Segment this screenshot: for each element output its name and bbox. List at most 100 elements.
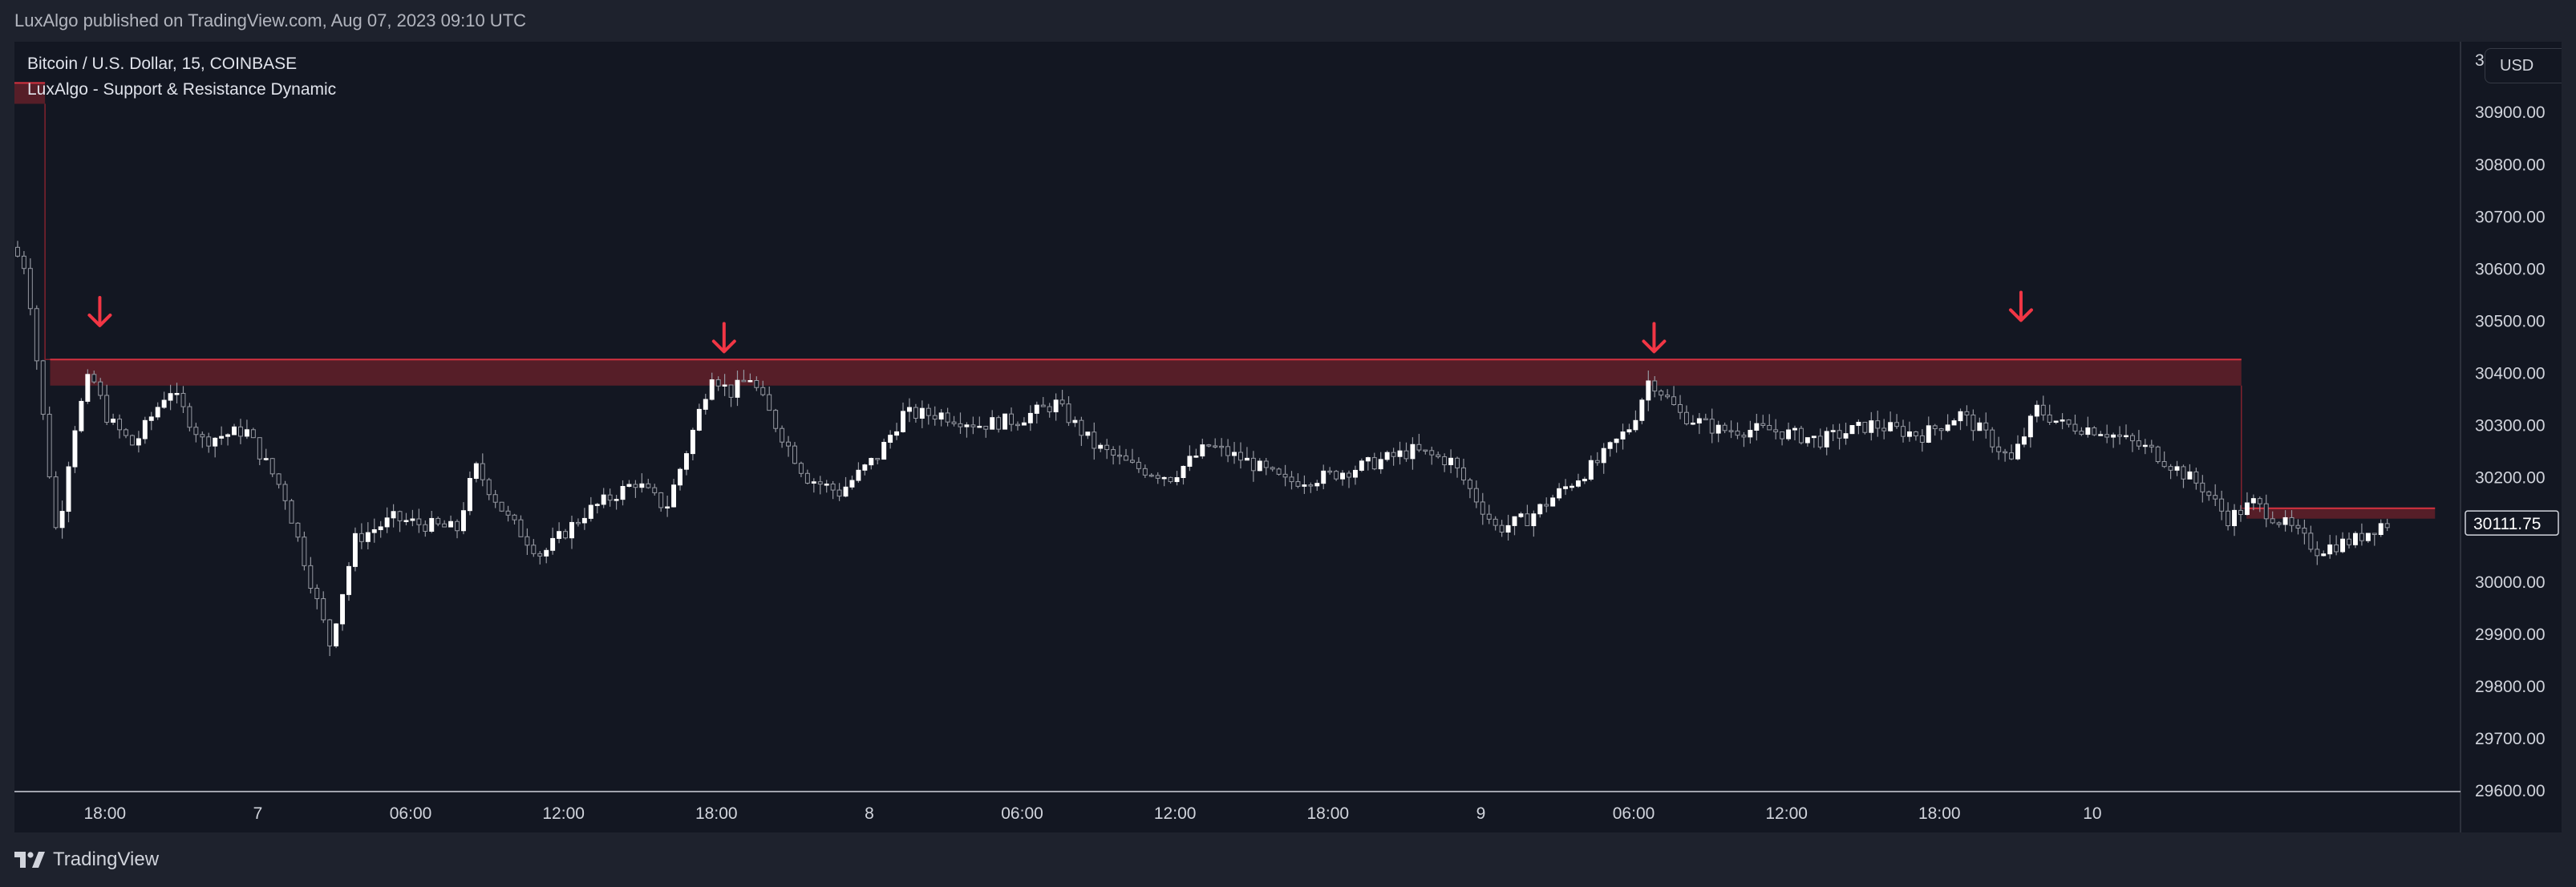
tradingview-logo-icon[interactable] <box>14 852 45 868</box>
candle <box>1709 419 1715 434</box>
candle <box>2187 471 2193 480</box>
candle <box>913 407 918 419</box>
candle <box>2270 518 2275 524</box>
candle <box>269 458 275 475</box>
candle <box>2276 522 2282 525</box>
candle <box>187 406 192 428</box>
last-price-tag <box>2465 510 2559 536</box>
candle <box>1537 504 1543 515</box>
candle <box>384 517 390 528</box>
time-tick-label: 7 <box>253 804 263 823</box>
candle <box>2321 553 2327 557</box>
candle <box>250 429 256 439</box>
candle <box>671 484 677 508</box>
candle <box>990 417 995 430</box>
candle <box>2347 538 2351 545</box>
candle <box>1225 446 1231 456</box>
candle <box>358 533 364 542</box>
candle <box>1748 429 1753 438</box>
candle <box>1365 457 1371 462</box>
candle <box>1111 449 1116 456</box>
candle <box>168 393 173 401</box>
chart-panel[interactable]: Bitcoin / U.S. Dollar, 15, COINBASE LuxA… <box>14 42 2562 832</box>
candle <box>225 434 231 437</box>
candle <box>830 484 836 491</box>
candle <box>2327 544 2333 555</box>
candle <box>1659 391 1664 396</box>
candle <box>1620 431 1626 439</box>
candle <box>1480 501 1485 515</box>
price-tick-label: 30600.00 <box>2475 260 2546 278</box>
candle <box>537 553 543 557</box>
candle <box>1416 444 1422 451</box>
candle <box>321 597 326 621</box>
candle <box>155 407 160 418</box>
candle <box>2040 404 2046 415</box>
candle <box>2384 523 2390 529</box>
candle <box>996 417 1002 430</box>
candle <box>1563 486 1569 489</box>
candle <box>1614 438 1619 444</box>
candle <box>1352 469 1358 478</box>
candle <box>1276 468 1282 475</box>
candle <box>455 520 460 532</box>
candle <box>492 494 498 503</box>
candle <box>1174 477 1180 483</box>
time-tick-label: 18:00 <box>695 804 738 823</box>
candle <box>735 379 740 398</box>
candle <box>21 255 26 269</box>
candle <box>601 494 606 505</box>
candle <box>365 532 371 542</box>
candle <box>2129 435 2135 442</box>
candle <box>174 393 180 395</box>
price-chart[interactable]: 29600.00 29700.00 29800.00 29900.00 30000.00… <box>14 42 2562 832</box>
price-tick-label: 29700.00 <box>2475 730 2546 748</box>
candle <box>1894 422 1900 427</box>
candle <box>1557 488 1562 499</box>
tradingview-brand[interactable]: TradingView <box>53 849 160 870</box>
candle <box>1875 420 1881 429</box>
candle <box>1002 413 1008 430</box>
candle <box>2295 525 2301 529</box>
candle <box>1200 444 1205 457</box>
candle <box>836 489 842 497</box>
candle <box>919 407 925 419</box>
candle <box>334 623 339 646</box>
candle <box>1767 425 1772 431</box>
candle <box>2027 415 2033 438</box>
candle <box>2098 434 2104 436</box>
candle <box>1582 479 1587 482</box>
indicator-title[interactable]: LuxAlgo - Support & Resistance Dynamic <box>27 80 337 99</box>
candle <box>1129 460 1135 463</box>
candle <box>1027 412 1033 423</box>
candle <box>1544 504 1549 507</box>
symbol-title[interactable]: Bitcoin / U.S. Dollar, 15, COINBASE <box>27 55 298 73</box>
candle <box>849 480 855 488</box>
candle <box>906 407 912 412</box>
candle <box>2244 502 2250 516</box>
candle <box>1308 484 1314 487</box>
candle <box>1990 429 1995 448</box>
candle <box>665 506 670 509</box>
candle <box>1092 431 1097 449</box>
candle <box>1244 457 1250 461</box>
candle <box>1932 425 1938 430</box>
candle <box>257 437 262 460</box>
candle <box>2009 452 2015 460</box>
candle <box>1715 424 1721 434</box>
candle <box>1678 403 1683 413</box>
candle <box>302 537 307 566</box>
candle <box>1410 444 1416 460</box>
currency-button[interactable]: USD <box>2485 48 2562 83</box>
candle <box>2359 533 2364 541</box>
candle <box>59 511 65 529</box>
time-tick-label: 18:00 <box>1307 804 1350 823</box>
candle <box>550 537 556 551</box>
candle <box>594 504 600 506</box>
candle <box>2015 444 2020 460</box>
candle <box>219 435 225 439</box>
resistance-arrow-icon <box>711 322 736 354</box>
candle <box>1403 450 1409 460</box>
candle <box>1117 455 1123 457</box>
candle <box>1066 403 1071 423</box>
